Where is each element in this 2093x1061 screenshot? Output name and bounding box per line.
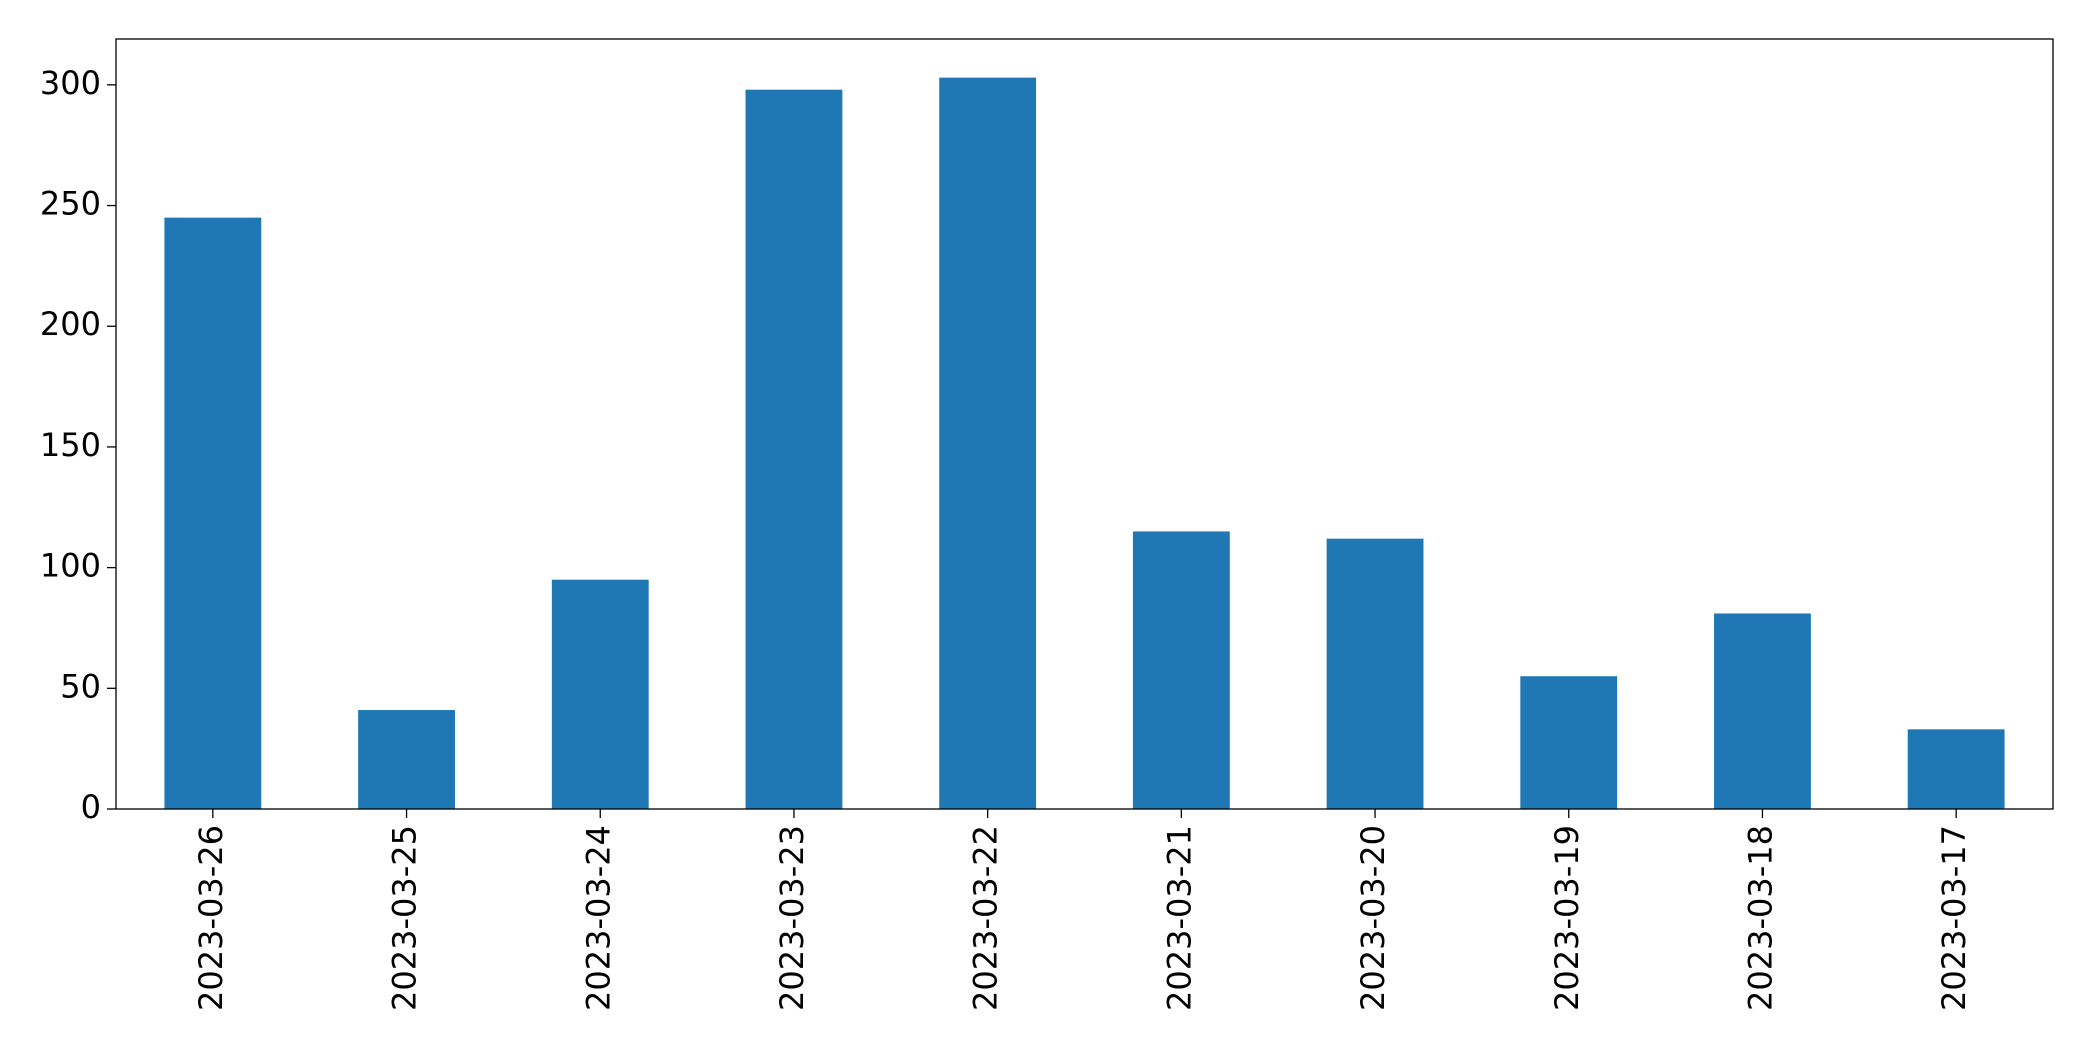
y-tick-label: 100 bbox=[40, 547, 101, 585]
bar bbox=[358, 710, 455, 809]
y-tick-label: 200 bbox=[40, 305, 101, 343]
x-tick-label: 2023-03-26 bbox=[192, 825, 230, 1011]
x-tick-label: 2023-03-20 bbox=[1354, 825, 1392, 1011]
bar bbox=[745, 89, 843, 810]
y-tick-label: 250 bbox=[40, 185, 101, 223]
y-tick-label: 150 bbox=[40, 426, 101, 464]
x-tick-label: 2023-03-23 bbox=[773, 825, 811, 1011]
plot-frame bbox=[115, 38, 2054, 810]
x-tick-label: 2023-03-24 bbox=[579, 825, 617, 1011]
bar bbox=[1907, 729, 2005, 809]
x-tick-label: 2023-03-21 bbox=[1160, 825, 1198, 1011]
bar bbox=[1520, 676, 1618, 809]
x-tick-label: 2023-03-25 bbox=[386, 825, 424, 1011]
x-tick-label: 2023-03-17 bbox=[1935, 825, 1973, 1011]
bar bbox=[1714, 613, 1811, 809]
x-tick-label: 2023-03-19 bbox=[1548, 825, 1586, 1011]
x-tick-label: 2023-03-22 bbox=[967, 825, 1005, 1011]
x-tick-label: 2023-03-18 bbox=[1741, 825, 1779, 1011]
bar bbox=[939, 77, 1037, 810]
y-tick-label: 300 bbox=[40, 64, 101, 102]
bar bbox=[551, 579, 649, 809]
bar bbox=[1326, 538, 1424, 809]
y-tick-label: 0 bbox=[81, 788, 101, 826]
bar bbox=[164, 217, 262, 809]
y-tick-label: 50 bbox=[60, 667, 101, 705]
bar bbox=[1132, 531, 1230, 809]
